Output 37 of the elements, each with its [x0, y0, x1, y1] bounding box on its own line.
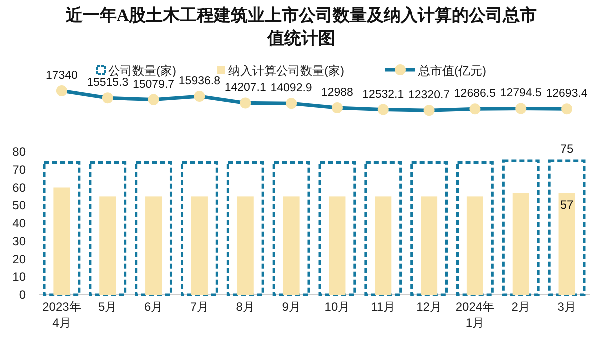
x-tick-label: 11月	[370, 299, 397, 315]
x-tick-label: 2024年1月	[455, 299, 496, 331]
x-tick-label: 5月	[98, 299, 118, 315]
y-tick-label: 40	[12, 216, 26, 230]
x-tick-label: 9月	[281, 299, 302, 315]
data-label: 15515.3	[87, 77, 129, 90]
data-label: 15936.8	[178, 75, 220, 88]
data-label: 17340	[46, 70, 78, 82]
data-label: 12320.7	[408, 90, 450, 102]
x-tick-label: 2月	[510, 299, 532, 315]
y-tick-label: 0	[19, 288, 26, 302]
y-tick-label: 80	[12, 145, 26, 159]
x-tick-label: 7月	[189, 299, 210, 315]
x-tick-label: 12月	[416, 299, 443, 315]
x-tick-label: 8月	[235, 299, 256, 315]
data-label: 14092.9	[270, 82, 312, 95]
data-label: 12988	[321, 86, 354, 99]
y-tick-label: 20	[12, 252, 26, 266]
data-label: 12532.1	[362, 88, 404, 101]
x-tick-label: 3月	[556, 299, 578, 315]
chart-title: 近一年A股土木工程建筑业上市公司数量及纳入计算的公司总市值统计图	[64, 5, 538, 50]
y-tick-label: 70	[12, 162, 26, 177]
x-tick-label: 2023年4月	[42, 299, 82, 331]
data-label: 12686.5	[454, 88, 496, 100]
data-label: 12794.5	[500, 88, 542, 100]
y-tick-label: 60	[12, 180, 26, 195]
data-label: 75	[560, 142, 574, 156]
x-tick-label: 6月	[143, 299, 164, 315]
data-label: 14207.1	[224, 82, 266, 94]
data-label: 12693.4	[546, 88, 588, 100]
data-label: 15079.7	[133, 78, 175, 91]
data-label: 57	[560, 198, 574, 212]
y-tick-label: 50	[12, 198, 26, 213]
y-tick-label: 30	[12, 234, 26, 248]
x-tick-label: 10月	[324, 299, 352, 315]
legend-label: 总市值(亿元)	[418, 64, 486, 78]
y-tick-label: 10	[12, 270, 26, 284]
